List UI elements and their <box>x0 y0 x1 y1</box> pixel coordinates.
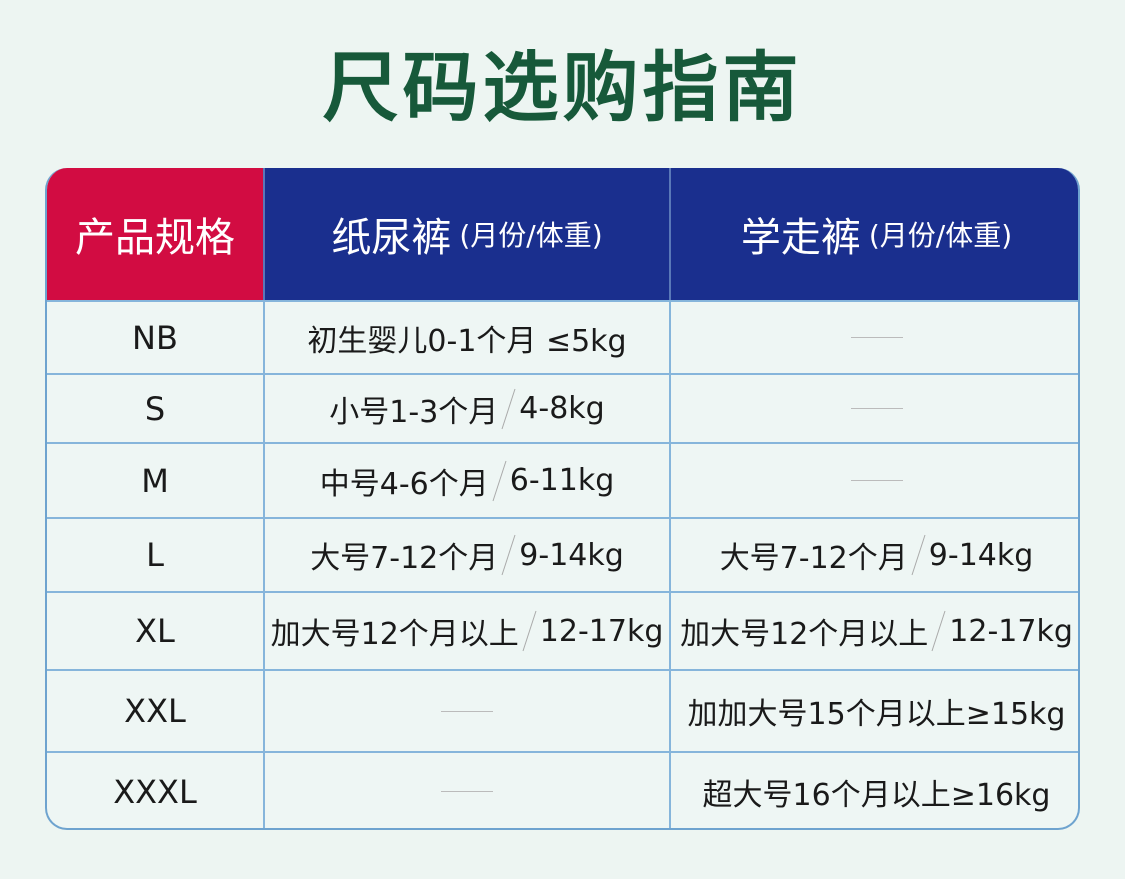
cell-text: 加大号12个月以上 <box>270 617 519 652</box>
size-cell: L <box>146 536 164 574</box>
table-row: L 大号7-12个月 9-14kg 大号7-12个月 9-14kg <box>47 517 1078 591</box>
slash-separator <box>522 610 537 652</box>
table-row: NB 初生婴儿0-1个月 ≤5kg <box>47 300 1078 373</box>
cell-text: 加加大号15个月以上≥15kg <box>687 697 1066 732</box>
empty-dash <box>441 710 493 712</box>
empty-dash <box>441 791 493 792</box>
header-diaper: 纸尿裤 (月份/体重) <box>263 168 669 300</box>
page-title: 尺码选购指南 <box>322 43 803 132</box>
pants-cell: 加大号12个月以上 12-17kg <box>669 593 1078 669</box>
pants-cell <box>669 444 1078 517</box>
table-row: XXL 加加大号15个月以上≥15kg <box>47 669 1078 751</box>
slash-separator <box>501 534 516 576</box>
size-cell: S <box>144 389 166 428</box>
table-row: S 小号1-3个月 4-8kg <box>47 373 1078 442</box>
cell-text: 初生婴儿0-1个月 ≤5kg <box>307 323 627 359</box>
table-row: XXXL 超大号16个月以上≥16kg <box>47 751 1078 828</box>
empty-dash <box>850 337 903 338</box>
cell-weight: 6-11kg <box>509 463 615 498</box>
pants-cell: 超大号16个月以上≥16kg <box>669 753 1078 828</box>
table-header: 产品规格 纸尿裤 (月份/体重) 学走裤 (月份/体重) <box>47 168 1078 300</box>
cell-weight: 4-8kg <box>519 391 605 426</box>
table-row: XL 加大号12个月以上 12-17kg 加大号12个月以上 12-17kg <box>47 591 1078 669</box>
pants-cell <box>669 302 1078 373</box>
pants-cell: 大号7-12个月 9-14kg <box>669 519 1078 591</box>
pants-cell: 加加大号15个月以上≥15kg <box>669 671 1078 751</box>
header-pants-sub: (月份/体重) <box>868 219 1013 252</box>
size-cell: XXXL <box>113 772 197 811</box>
cell-text: 小号1-3个月 <box>329 394 499 430</box>
slash-separator <box>911 534 926 576</box>
diaper-cell: 初生婴儿0-1个月 ≤5kg <box>263 302 669 373</box>
size-cell: M <box>141 461 169 500</box>
header-pants-label: 学走裤 <box>740 215 861 261</box>
diaper-cell <box>263 753 669 828</box>
header-pants: 学走裤 (月份/体重) <box>669 168 1078 300</box>
size-cell: NB <box>132 318 178 357</box>
cell-text: 中号4-6个月 <box>319 466 489 502</box>
size-cell: XL <box>135 612 175 650</box>
slash-separator <box>492 460 507 501</box>
header-diaper-label: 纸尿裤 <box>331 215 452 261</box>
pants-cell <box>669 375 1078 442</box>
diaper-cell: 加大号12个月以上 12-17kg <box>263 593 669 669</box>
diaper-cell: 小号1-3个月 4-8kg <box>263 375 669 442</box>
empty-dash <box>850 480 903 481</box>
cell-text: 大号7-12个月 <box>719 541 908 576</box>
diaper-cell: 大号7-12个月 9-14kg <box>263 519 669 591</box>
header-diaper-sub: (月份/体重) <box>459 219 603 252</box>
table-row: M 中号4-6个月 6-11kg <box>47 442 1078 517</box>
slash-separator <box>931 610 946 652</box>
size-guide-table: 产品规格 纸尿裤 (月份/体重) 学走裤 (月份/体重) NB 初生婴儿0-1个月 ≤… <box>45 168 1080 830</box>
cell-weight: 9-14kg <box>519 537 624 573</box>
diaper-cell: 中号4-6个月 6-11kg <box>263 444 669 517</box>
header-spec-label: 产品规格 <box>75 215 235 261</box>
diaper-cell <box>263 671 669 751</box>
header-spec: 产品规格 <box>47 168 263 300</box>
cell-text: 超大号16个月以上≥16kg <box>702 777 1051 813</box>
empty-dash <box>850 408 903 409</box>
cell-text: 大号7-12个月 <box>310 541 499 576</box>
cell-weight: 12-17kg <box>539 613 664 649</box>
cell-text: 加大号12个月以上 <box>680 617 929 652</box>
cell-weight: 9-14kg <box>928 537 1034 573</box>
size-cell: XXL <box>124 692 186 730</box>
slash-separator <box>501 388 516 429</box>
cell-weight: 12-17kg <box>949 613 1073 649</box>
